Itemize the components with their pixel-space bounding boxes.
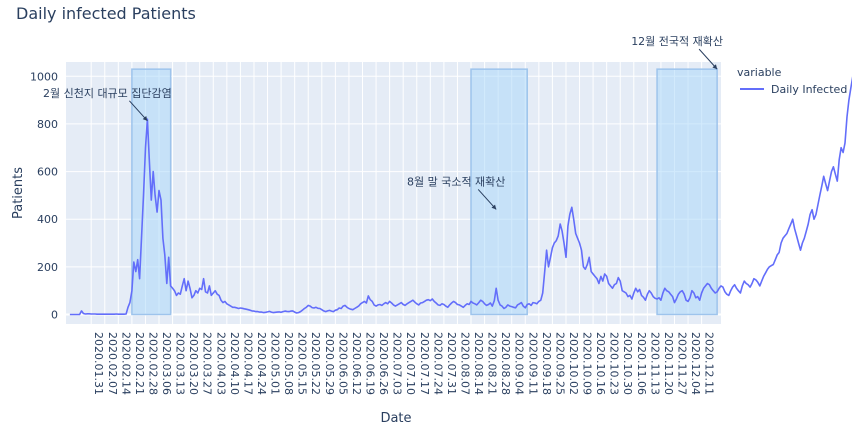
annotations-layer: 2월 신천지 대규모 집단감염 8월 말 국소적 재확산 12월 전국적 재확산 <box>43 35 723 210</box>
legend[interactable]: variable Daily Infected <box>737 66 847 96</box>
x-tick-label: 2020.07.03 <box>391 332 404 395</box>
x-tick-label: 2020.11.20 <box>662 332 675 395</box>
x-tick-label: 2020.04.03 <box>214 332 227 395</box>
y-tick-label: 1000 <box>30 70 58 83</box>
x-tick-label: 2020.03.06 <box>160 332 173 395</box>
x-tick-label: 2020.11.06 <box>635 332 648 395</box>
legend-title: variable <box>737 66 782 79</box>
legend-item-daily-infected[interactable]: Daily Infected <box>771 83 847 96</box>
x-tick-label: 2020.10.02 <box>567 332 580 395</box>
x-tick-label: 2020.10.23 <box>608 332 621 395</box>
annotation-label: 12월 전국적 재확산 <box>631 35 723 48</box>
x-tick-label: 2020.08.07 <box>458 332 471 395</box>
y-tick-label: 200 <box>37 261 58 274</box>
y-tick-label: 0 <box>51 308 58 321</box>
annotation-arrowhead <box>712 64 718 70</box>
x-tick-label: 2020.11.27 <box>675 332 688 395</box>
annotation-label: 8월 말 국소적 재확산 <box>407 175 505 188</box>
x-tick-label: 2020.09.04 <box>513 332 526 395</box>
x-tick-label: 2020.05.08 <box>282 332 295 395</box>
x-tick-label: 2020.05.01 <box>269 332 282 395</box>
x-tick-label: 2020.10.30 <box>621 332 634 395</box>
x-tick-label: 2020.02.21 <box>133 332 146 395</box>
y-tick-label: 800 <box>37 118 58 131</box>
x-tick-label: 2020.07.24 <box>431 332 444 395</box>
x-tick-label: 2020.11.13 <box>648 332 661 395</box>
annotation-arrowhead <box>142 115 148 121</box>
x-tick-label: 2020.04.10 <box>228 332 241 395</box>
highlight-band <box>470 68 528 316</box>
x-tick-label: 2020.12.11 <box>703 332 716 395</box>
x-tick-label: 2020.06.05 <box>336 332 349 395</box>
x-tick-label: 2020.01.31 <box>92 332 105 395</box>
x-tick-label: 2020.02.07 <box>106 332 119 395</box>
x-tick-label: 2020.08.14 <box>472 332 485 395</box>
plot-area <box>66 62 721 324</box>
x-tick-label: 2020.09.18 <box>540 332 553 395</box>
x-axis-title: Date <box>380 411 411 426</box>
y-axis: 0 200 400 600 800 1000 <box>30 70 58 321</box>
x-tick-label: 2020.07.31 <box>445 332 458 395</box>
x-tick-label: 2020.09.11 <box>526 332 539 395</box>
annotation-arrow <box>698 48 718 70</box>
x-tick-label: 2020.09.25 <box>553 332 566 395</box>
chart-title: Daily infected Patients <box>16 4 196 23</box>
series-line-daily-infected <box>69 76 852 316</box>
x-tick-label: 2020.06.26 <box>377 332 390 395</box>
x-tick-label: 2020.06.12 <box>350 332 363 395</box>
x-tick-label: 2020.04.17 <box>241 332 254 395</box>
x-tick-label: 2020.08.21 <box>486 332 499 395</box>
x-tick-label: 2020.08.28 <box>499 332 512 395</box>
annotation-arrow <box>129 100 148 122</box>
x-tick-label: 2020.10.09 <box>581 332 594 395</box>
y-axis-title: Patients <box>11 167 26 219</box>
series-layer <box>69 76 852 316</box>
x-tick-label: 2020.05.15 <box>296 332 309 395</box>
x-tick-label: 2020.02.14 <box>119 332 132 395</box>
x-tick-label: 2020.07.17 <box>418 332 431 395</box>
x-axis: 2020.01.31 2020.02.07 2020.02.14 2020.02.21… <box>92 332 715 395</box>
annotation-arrowhead <box>491 204 497 210</box>
x-tick-label: 2020.03.13 <box>174 332 187 395</box>
x-tick-label: 2020.06.19 <box>363 332 376 395</box>
annotation-arrow <box>477 189 497 210</box>
y-tick-label: 600 <box>37 166 58 179</box>
x-tick-label: 2020.10.16 <box>594 332 607 395</box>
highlight-band <box>656 68 718 316</box>
x-tick-label: 2020.05.22 <box>309 332 322 395</box>
x-tick-label: 2020.02.28 <box>146 332 159 395</box>
y-tick-label: 400 <box>37 213 58 226</box>
x-tick-label: 2020.07.10 <box>404 332 417 395</box>
x-tick-label: 2020.03.27 <box>201 332 214 395</box>
x-tick-label: 2020.03.20 <box>187 332 200 395</box>
annotation-label: 2월 신천지 대규모 집단감염 <box>43 86 172 100</box>
x-tick-label: 2020.12.04 <box>689 332 702 395</box>
x-tick-label: 2020.04.24 <box>255 332 268 395</box>
x-tick-label: 2020.05.29 <box>323 332 336 395</box>
